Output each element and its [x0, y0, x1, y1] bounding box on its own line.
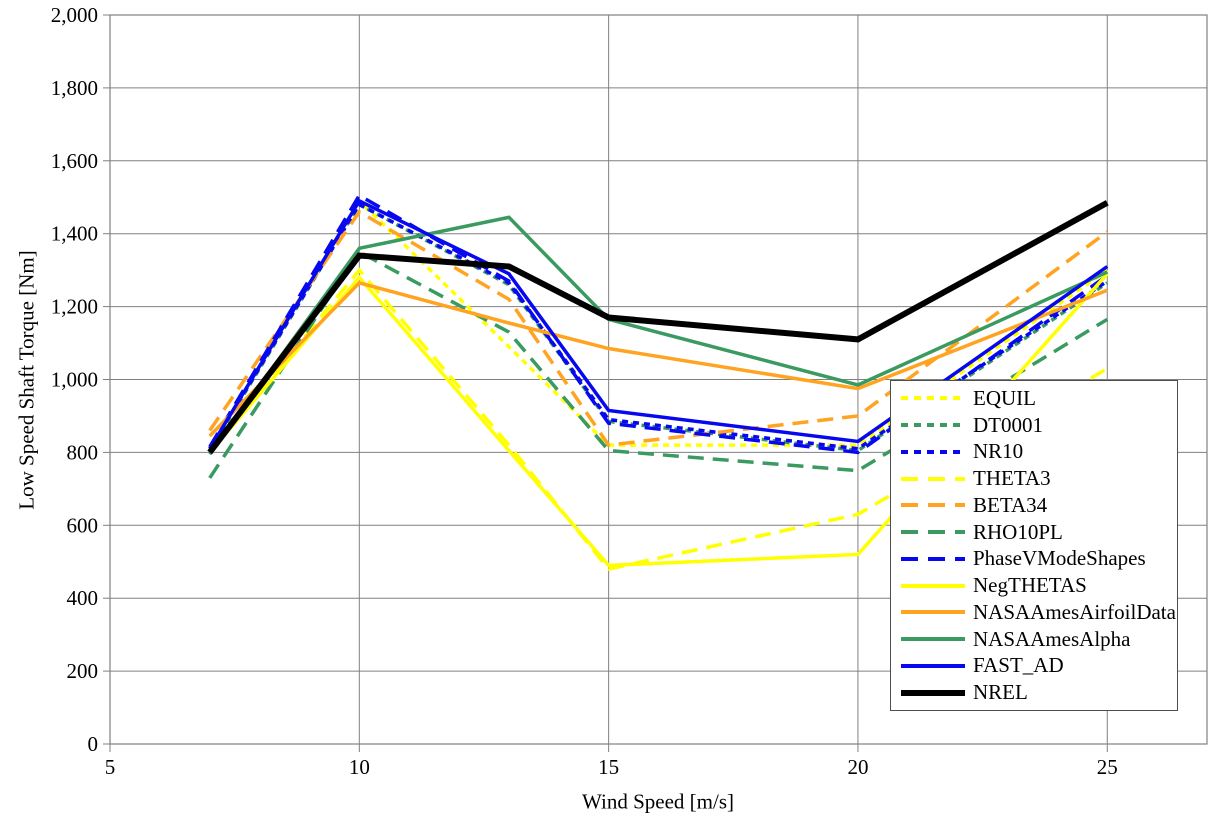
legend-label: NR10 — [973, 439, 1024, 464]
legend-item-NR10: NR10 — [901, 440, 1177, 464]
legend-label: NegTHETAS — [973, 573, 1087, 598]
x-tick-label: 25 — [1097, 755, 1118, 779]
legend-swatch — [901, 449, 965, 454]
y-tick-label: 1,000 — [51, 368, 98, 392]
y-tick-label: 2,000 — [51, 3, 98, 27]
legend-label: BETA34 — [973, 492, 1048, 517]
legend-item-NegTHETAS: NegTHETAS — [901, 574, 1177, 598]
legend-label: NASAAmesAlpha — [973, 626, 1131, 651]
legend-label: EQUIL — [973, 385, 1036, 410]
series-line-NASAAmesAlpha — [208, 215, 1108, 456]
y-tick-label: 1,200 — [51, 295, 98, 319]
legend-swatch — [901, 689, 965, 696]
y-tick-label: 800 — [67, 440, 99, 464]
legend-item-NASAAmesAirfoilData: NASAAmesAirfoilData — [901, 600, 1177, 624]
y-axis-title: Low Speed Shaft Torque [Nm] — [14, 250, 39, 510]
legend-item-THETA3: THETA3 — [901, 467, 1177, 491]
legend-item-BETA34: BETA34 — [901, 493, 1177, 517]
legend-label: NREL — [973, 680, 1028, 705]
legend-swatch — [901, 556, 965, 561]
legend-item-NREL: NREL — [901, 681, 1177, 705]
legend-swatch — [901, 530, 965, 535]
legend-swatch — [901, 663, 965, 668]
legend-item-FAST_AD: FAST_AD — [901, 654, 1177, 678]
legend-label: PhaseVModeShapes — [973, 546, 1146, 571]
plot-border — [109, 14, 1208, 745]
series-line-NREL — [207, 200, 1109, 455]
legend-swatch — [901, 423, 965, 428]
series-line-BETA34 — [208, 209, 1109, 447]
x-axis-title: Wind Speed [m/s] — [582, 789, 734, 814]
legend-swatch — [901, 396, 965, 401]
legend-label: RHO10PL — [973, 519, 1063, 544]
legend-item-RHO10PL: RHO10PL — [901, 520, 1177, 544]
y-tick-label: 400 — [67, 586, 99, 610]
x-tick-label: 20 — [847, 755, 868, 779]
y-tick-label: 1,800 — [51, 76, 98, 100]
x-tick-label: 15 — [598, 755, 619, 779]
series-line-NASAAmesAirfoilData — [208, 280, 1108, 438]
legend-item-NASAAmesAlpha: NASAAmesAlpha — [901, 627, 1177, 651]
y-tick-label: 1,600 — [51, 149, 98, 173]
legend-swatch — [901, 637, 965, 642]
y-tick-label: 0 — [88, 732, 99, 756]
legend-item-EQUIL: EQUIL — [901, 386, 1177, 410]
legend-label: NASAAmesAirfoilData — [973, 599, 1176, 624]
legend-label: DT0001 — [973, 412, 1043, 437]
legend-item-PhaseVModeShapes: PhaseVModeShapes — [901, 547, 1177, 571]
legend-label: THETA3 — [973, 466, 1051, 491]
legend-swatch — [901, 476, 965, 481]
y-tick-label: 200 — [67, 659, 99, 683]
legend-swatch — [901, 610, 965, 615]
y-tick-label: 600 — [67, 513, 99, 537]
y-tick-label: 1,400 — [51, 222, 98, 246]
legend: EQUIL DT0001 NR10 THETA3 BETA34 RHO10PL PhaseV… — [890, 380, 1178, 711]
x-tick-label: 10 — [349, 755, 370, 779]
x-tick-label: 5 — [105, 755, 116, 779]
legend-label: FAST_AD — [973, 653, 1064, 678]
legend-swatch — [901, 583, 965, 588]
legend-item-DT0001: DT0001 — [901, 413, 1177, 437]
legend-swatch — [901, 503, 965, 508]
